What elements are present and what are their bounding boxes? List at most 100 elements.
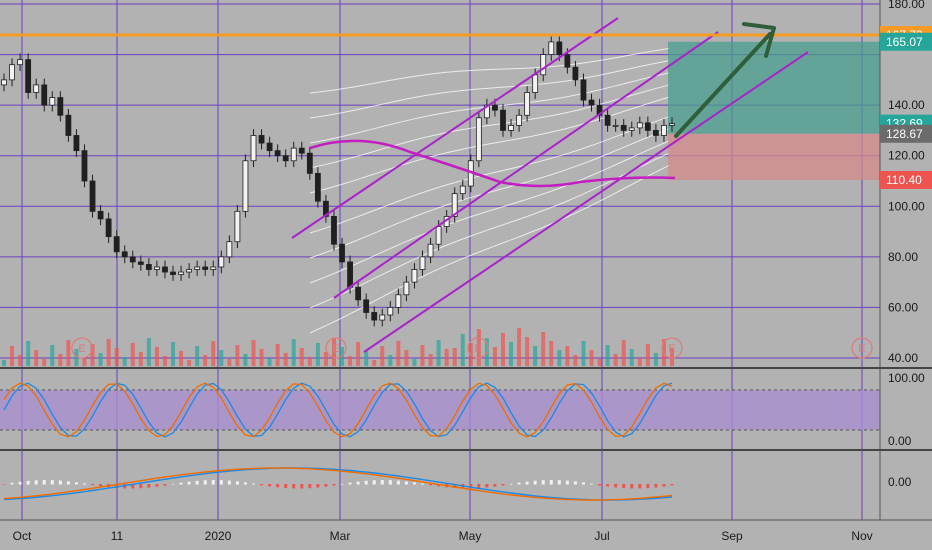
volume-bar <box>211 341 216 366</box>
candle-body <box>363 299 370 313</box>
macd-histogram-bar <box>348 482 352 485</box>
candle-body <box>403 281 410 296</box>
macd-histogram-bar <box>380 480 384 485</box>
candle-body <box>636 122 643 129</box>
candle-body <box>33 84 40 93</box>
volume-bar <box>106 339 111 366</box>
price-badge-label: 165.07 <box>886 35 923 49</box>
price-axis-label: 40.00 <box>888 351 918 365</box>
volume-bar <box>162 356 167 366</box>
macd-histogram-bar <box>517 482 521 485</box>
volume-bar <box>74 349 79 366</box>
volume-bar <box>621 340 626 366</box>
macd-histogram-bar <box>66 481 70 485</box>
candle-body <box>459 185 466 195</box>
macd-histogram-bar <box>477 484 481 489</box>
candle-body <box>170 271 176 275</box>
candle-body <box>379 314 386 321</box>
macd-histogram-bar <box>614 484 618 488</box>
volume-bar <box>50 345 55 366</box>
macd-histogram-bar <box>171 483 175 485</box>
macd-histogram-bar <box>565 480 569 485</box>
macd-histogram-bar <box>549 480 553 485</box>
price-badge <box>880 170 932 189</box>
macd-histogram-bar <box>541 480 545 485</box>
candle-body <box>435 226 442 245</box>
macd-histogram-bar <box>509 483 513 485</box>
candle-body <box>274 150 281 157</box>
candle-body <box>137 261 144 265</box>
candle-body <box>65 114 72 136</box>
candle-body <box>113 236 120 253</box>
macd-histogram-bar <box>219 480 223 485</box>
volume-bar <box>291 339 296 366</box>
macd-histogram-bar <box>260 484 264 486</box>
candle-body <box>314 173 321 202</box>
channel-lower-line <box>363 51 809 353</box>
volume-bars <box>2 328 674 366</box>
macd-histogram-bar <box>670 484 674 486</box>
candle-body <box>612 124 619 127</box>
volume-bar <box>267 358 272 366</box>
time-axis-label: Jul <box>594 529 609 543</box>
candle-body <box>250 135 257 162</box>
macd-histogram-bar <box>421 483 425 485</box>
band-line <box>309 152 671 309</box>
price-axis-label: 180.00 <box>888 0 925 11</box>
candle-body <box>532 74 539 93</box>
macd-histogram-bar <box>453 484 457 489</box>
candle-body <box>41 84 48 106</box>
volume-bar <box>122 357 127 366</box>
candle-body <box>97 210 104 220</box>
candle-body <box>218 256 225 268</box>
volume-bar <box>146 338 151 366</box>
macd-histogram-bar <box>654 484 658 488</box>
profit-zone <box>668 41 880 134</box>
macd-histogram-bar <box>573 481 577 485</box>
volume-bar <box>331 338 336 366</box>
price-axis-label: 60.00 <box>888 300 918 314</box>
macd-histogram-bar <box>163 484 167 486</box>
stochastic-line <box>3 382 673 438</box>
volume-bar <box>525 337 530 366</box>
macd-histogram-bar <box>235 481 239 485</box>
volume-bar <box>58 354 63 366</box>
macd-histogram-bar <box>203 480 207 485</box>
band-line <box>309 128 671 259</box>
candle-body <box>290 147 297 162</box>
loss-zone <box>668 133 880 180</box>
volume-bar <box>299 348 304 366</box>
candle-body <box>73 135 80 152</box>
volume-bar <box>10 346 15 366</box>
macd-histogram-bar <box>187 481 191 485</box>
macd-histogram-bar <box>324 484 328 487</box>
volume-bar <box>235 345 240 366</box>
macd-histogram-bar <box>340 483 344 485</box>
candle-body <box>306 152 313 174</box>
candle-body <box>395 294 402 308</box>
volume-bar <box>637 358 642 366</box>
macd-histogram-bar <box>268 484 272 487</box>
macd-histogram-bar <box>630 484 634 489</box>
volume-bar <box>565 346 570 366</box>
band-line <box>309 84 671 169</box>
volume-bar <box>613 354 618 366</box>
macd-histogram-bar <box>308 484 312 489</box>
volume-bar <box>283 353 288 366</box>
macd-panel: 0.00 <box>2 467 912 501</box>
candle-body <box>178 271 184 275</box>
macd-histogram-bar <box>292 484 296 489</box>
time-axis-label: Oct <box>13 529 32 543</box>
overlay-lines <box>0 17 880 353</box>
volume-bar <box>187 360 192 366</box>
candle-body <box>105 218 112 238</box>
candle-body <box>451 193 458 217</box>
volume-bar <box>589 350 594 366</box>
volume-bar <box>307 357 312 366</box>
macd-histogram-bar <box>179 482 183 485</box>
volume-bar <box>388 355 393 366</box>
volume-bar <box>444 349 449 366</box>
macd-histogram-bar <box>364 480 368 485</box>
volume-bar <box>428 354 433 366</box>
